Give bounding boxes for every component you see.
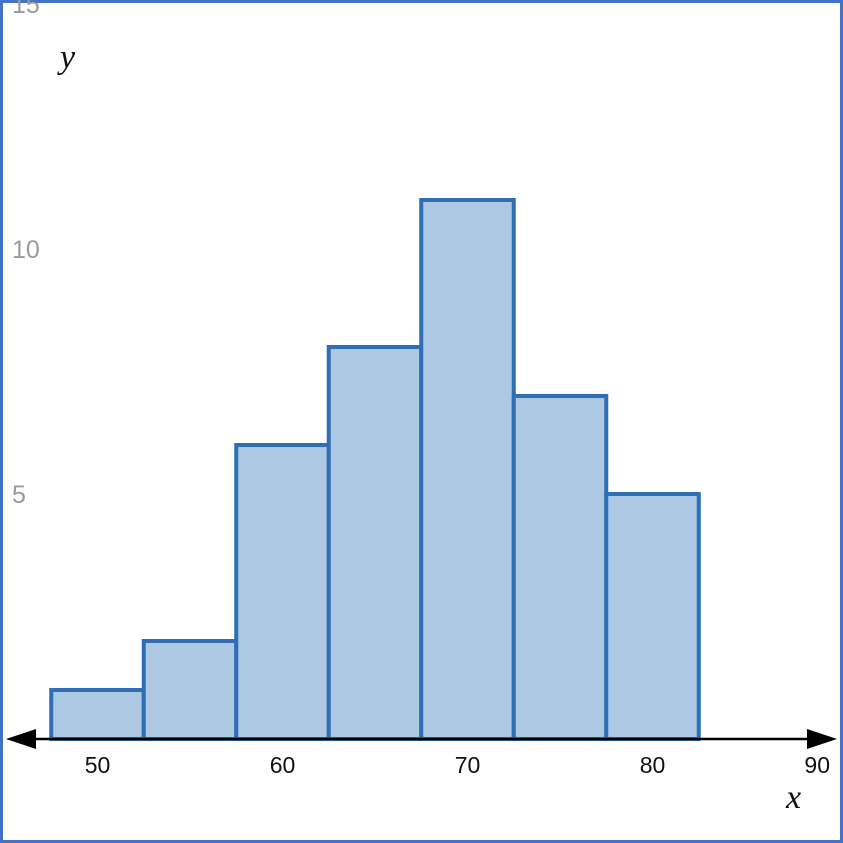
x-tick-label-50: 50 <box>85 752 111 778</box>
x-tick-label-90: 90 <box>804 752 830 778</box>
x-tick-label-60: 60 <box>270 752 296 778</box>
y-tick-label-10: 10 <box>12 236 40 264</box>
bars-group <box>49 198 701 741</box>
x-tick-label-80: 80 <box>640 752 666 778</box>
y-tick-label-5: 5 <box>12 481 26 509</box>
bar-6 <box>604 492 701 741</box>
bar-1 <box>141 639 239 741</box>
bar-4 <box>419 198 516 741</box>
y-axis-label: y <box>57 39 76 76</box>
x-tick-labels: 50 60 70 80 90 <box>85 752 830 778</box>
y-tick-labels: 5 10 15 <box>12 0 40 509</box>
bar-0 <box>49 688 146 741</box>
x-tick-label-70: 70 <box>455 752 481 778</box>
bar-5 <box>511 394 609 741</box>
x-axis-label: x <box>785 779 801 816</box>
x-axis-left-arrow <box>6 729 36 749</box>
x-axis-right-arrow <box>807 729 837 749</box>
bar-2 <box>234 443 331 741</box>
y-tick-label-15: 15 <box>12 0 40 19</box>
bar-3 <box>326 345 424 741</box>
x-axis <box>6 729 837 749</box>
